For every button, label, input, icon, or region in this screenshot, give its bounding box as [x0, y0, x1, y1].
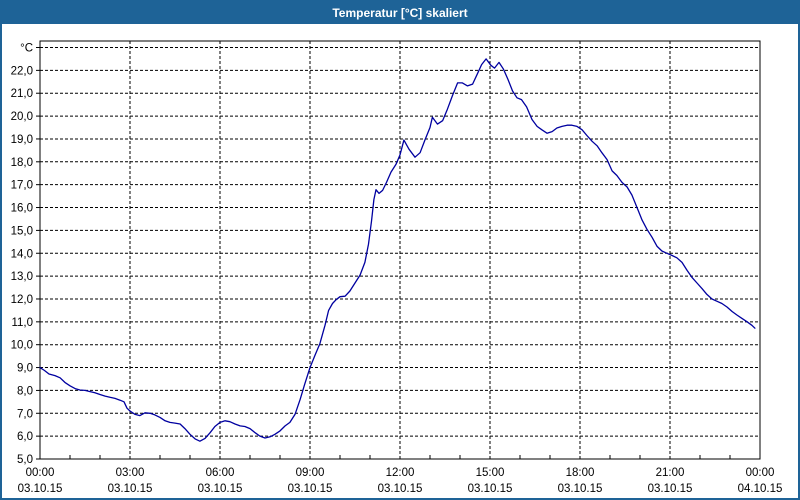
- svg-text:15,0: 15,0: [11, 225, 33, 237]
- svg-text:03.10.15: 03.10.15: [648, 483, 693, 495]
- svg-text:21,0: 21,0: [11, 88, 33, 100]
- svg-text:03.10.15: 03.10.15: [198, 483, 243, 495]
- svg-text:09:00: 09:00: [296, 467, 325, 479]
- svg-text:8,0: 8,0: [17, 385, 33, 397]
- svg-text:5,0: 5,0: [17, 454, 33, 466]
- svg-text:00:00: 00:00: [26, 467, 55, 479]
- svg-text:03.10.15: 03.10.15: [108, 483, 153, 495]
- svg-text:21:00: 21:00: [656, 467, 685, 479]
- x-axis-labels: 00:00 03.10.15 03:00 03.10.15 06:00 03.10.15 0…: [18, 467, 783, 495]
- svg-text:03.10.15: 03.10.15: [18, 483, 63, 495]
- svg-text:18,0: 18,0: [11, 157, 33, 169]
- svg-text:9,0: 9,0: [17, 363, 33, 375]
- svg-text:6,0: 6,0: [17, 431, 33, 443]
- svg-text:11,0: 11,0: [11, 317, 33, 329]
- svg-text:12:00: 12:00: [386, 467, 415, 479]
- svg-text:15:00: 15:00: [476, 467, 505, 479]
- svg-text:14,0: 14,0: [11, 248, 33, 260]
- svg-text:03.10.15: 03.10.15: [378, 483, 423, 495]
- svg-text:03.10.15: 03.10.15: [558, 483, 603, 495]
- y-axis-unit-label: °C: [20, 43, 33, 55]
- svg-text:10,0: 10,0: [11, 340, 33, 352]
- temperature-chart: 5,0 6,0 7,0 8,0 9,0 10,0 11,0 12,0 13,0 14,0 15,0 1…: [2, 24, 798, 498]
- svg-text:06:00: 06:00: [206, 467, 235, 479]
- svg-text:22,0: 22,0: [11, 65, 33, 77]
- svg-text:20,0: 20,0: [11, 111, 33, 123]
- svg-text:03.10.15: 03.10.15: [288, 483, 333, 495]
- gridlines: [40, 41, 760, 460]
- svg-text:17,0: 17,0: [11, 180, 33, 192]
- temperature-line: [39, 58, 756, 442]
- window-title: Temperatur [°C] skaliert: [332, 6, 468, 20]
- y-axis-labels: 5,0 6,0 7,0 8,0 9,0 10,0 11,0 12,0 13,0 14,0 15,0 1…: [11, 43, 33, 467]
- svg-text:7,0: 7,0: [17, 408, 33, 420]
- svg-text:19,0: 19,0: [11, 134, 33, 146]
- svg-text:12,0: 12,0: [11, 294, 33, 306]
- axis-ticks: [36, 47, 731, 460]
- window-titlebar[interactable]: Temperatur [°C] skaliert: [2, 2, 798, 24]
- svg-text:03:00: 03:00: [116, 467, 145, 479]
- plot-frame: [39, 40, 761, 460]
- svg-text:00:00: 00:00: [746, 467, 775, 479]
- svg-text:03.10.15: 03.10.15: [468, 483, 513, 495]
- svg-text:18:00: 18:00: [566, 467, 595, 479]
- svg-text:16,0: 16,0: [11, 203, 33, 215]
- svg-text:13,0: 13,0: [11, 271, 33, 283]
- svg-text:04.10.15: 04.10.15: [738, 483, 783, 495]
